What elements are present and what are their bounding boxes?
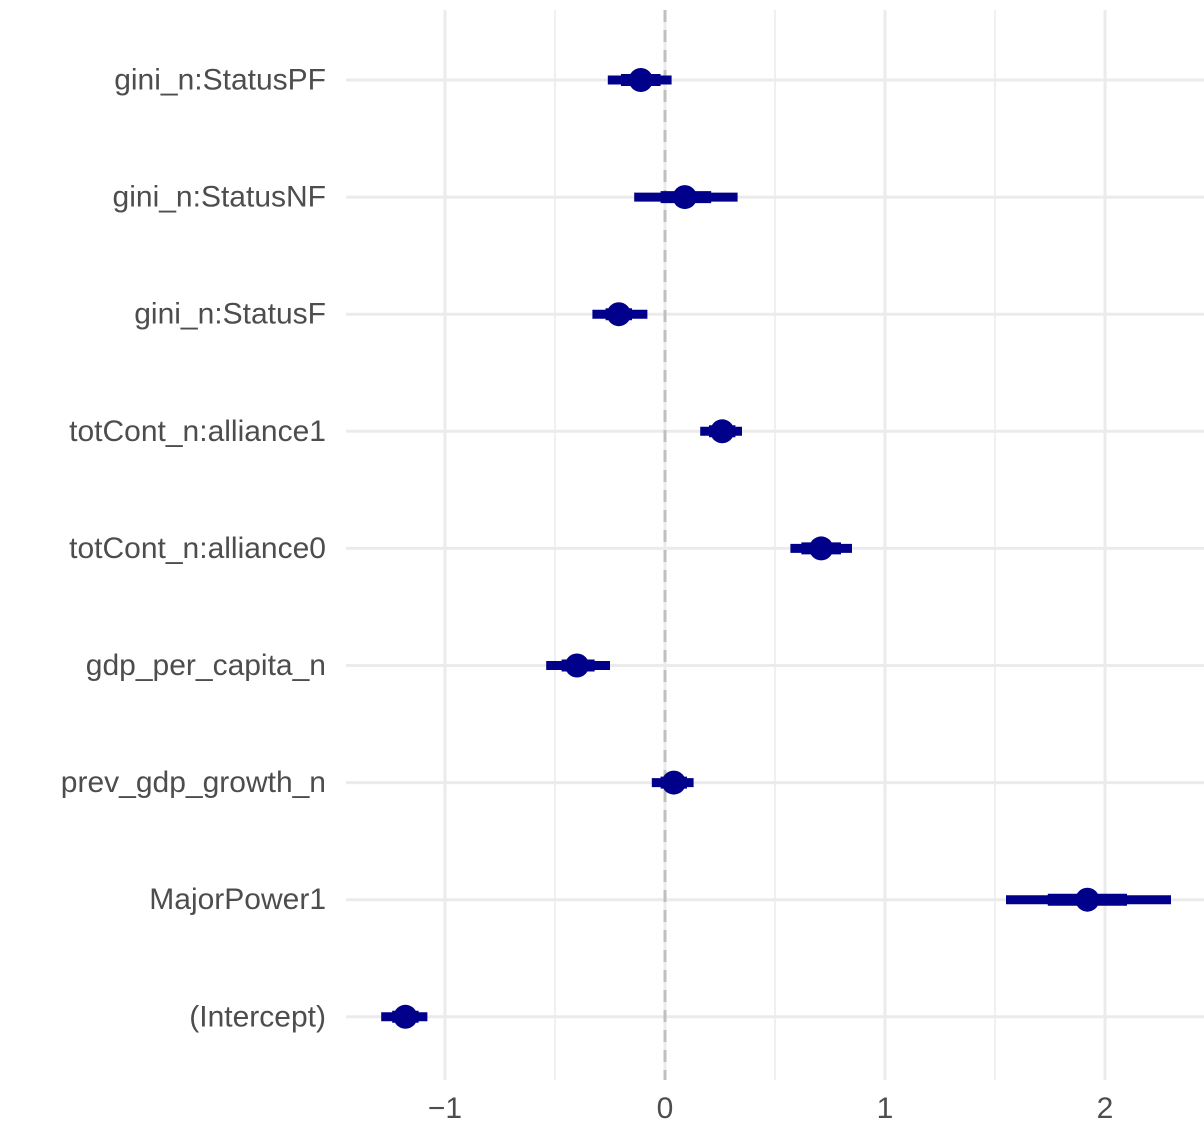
- term-label: totCont_n:alliance0: [69, 532, 326, 565]
- x-tick-label: 0: [657, 1092, 674, 1125]
- term-label: gdp_per_capita_n: [86, 649, 326, 682]
- x-tick-label: 1: [877, 1092, 894, 1125]
- coefficient-0: [607, 68, 672, 92]
- point-estimate: [606, 302, 631, 327]
- term-label: totCont_n:alliance1: [69, 415, 326, 448]
- point-estimate: [1075, 887, 1100, 912]
- point-estimate: [628, 68, 653, 92]
- y-axis-labels: gini_n:StatusPF gini_n:StatusNF gini_n:Sta…: [61, 64, 326, 1034]
- coefficient-8: [381, 1004, 428, 1029]
- coefficient-5: [546, 653, 610, 678]
- grid-layer: [346, 10, 1204, 1080]
- coefficient-3: [700, 419, 742, 444]
- term-label: (Intercept): [189, 1000, 326, 1033]
- coefficient-2: [592, 302, 648, 327]
- coefficient-6: [651, 770, 694, 795]
- x-tick-label: 2: [1097, 1092, 1114, 1125]
- marks-layer: [381, 68, 1171, 1029]
- point-estimate: [661, 770, 686, 795]
- point-estimate: [393, 1004, 418, 1029]
- coefficient-1: [634, 185, 738, 210]
- term-label: gini_n:StatusPF: [114, 64, 326, 97]
- x-axis-labels: −1 0 1 2: [428, 1092, 1113, 1125]
- coefficient-4: [790, 536, 852, 561]
- point-estimate: [672, 185, 697, 210]
- point-estimate: [565, 653, 589, 678]
- term-label: gini_n:StatusF: [134, 298, 326, 331]
- x-tick-label: −1: [428, 1092, 462, 1125]
- term-label: gini_n:StatusNF: [113, 181, 326, 214]
- point-estimate: [710, 419, 735, 444]
- term-label: prev_gdp_growth_n: [61, 766, 326, 799]
- point-estimate: [809, 536, 834, 561]
- coefficient-7: [1006, 887, 1171, 912]
- term-label: MajorPower1: [149, 883, 326, 916]
